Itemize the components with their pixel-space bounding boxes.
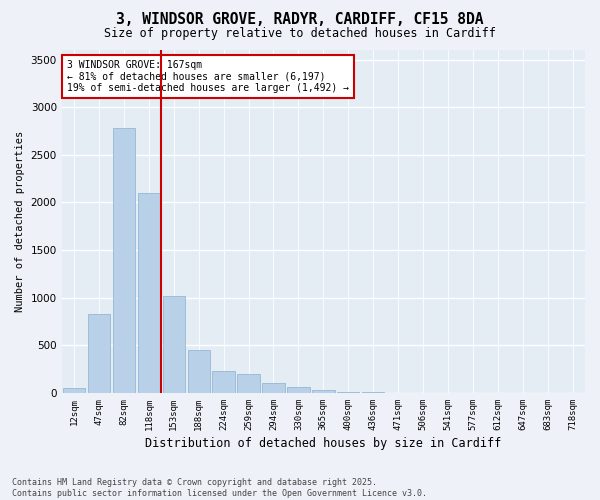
Bar: [88, 314, 110, 393]
Text: Contains HM Land Registry data © Crown copyright and database right 2025.
Contai: Contains HM Land Registry data © Crown c…: [12, 478, 427, 498]
Y-axis label: Number of detached properties: Number of detached properties: [15, 131, 25, 312]
Text: 3, WINDSOR GROVE, RADYR, CARDIFF, CF15 8DA: 3, WINDSOR GROVE, RADYR, CARDIFF, CF15 8…: [116, 12, 484, 28]
Text: Size of property relative to detached houses in Cardiff: Size of property relative to detached ho…: [104, 28, 496, 40]
Text: 3 WINDSOR GROVE: 167sqm
← 81% of detached houses are smaller (6,197)
19% of semi: 3 WINDSOR GROVE: 167sqm ← 81% of detache…: [67, 60, 349, 94]
Bar: [212, 371, 235, 393]
Bar: [238, 374, 260, 393]
Bar: [137, 193, 160, 393]
Bar: [262, 384, 285, 393]
X-axis label: Distribution of detached houses by size in Cardiff: Distribution of detached houses by size …: [145, 437, 502, 450]
Bar: [312, 390, 335, 393]
Bar: [337, 392, 359, 393]
Bar: [163, 296, 185, 393]
Bar: [287, 387, 310, 393]
Bar: [63, 388, 85, 393]
Bar: [188, 350, 210, 393]
Bar: [113, 128, 135, 393]
